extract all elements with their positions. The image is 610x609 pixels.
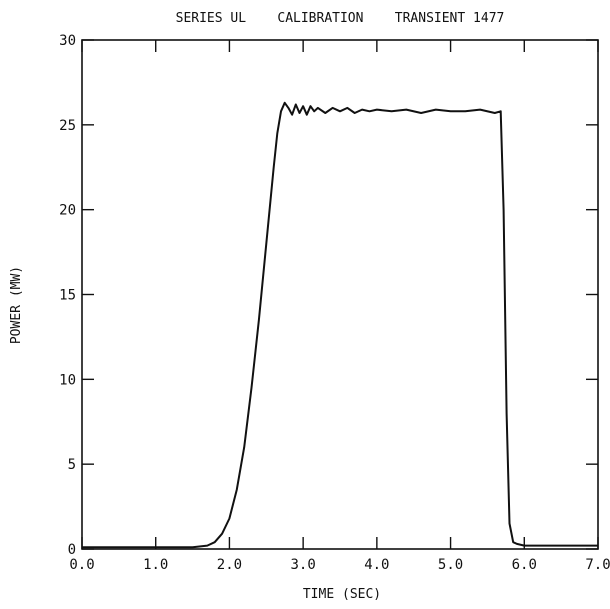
y-tick-label: 30: [59, 33, 76, 49]
y-tick-label: 15: [59, 288, 76, 304]
x-tick-label: 2.0: [217, 557, 242, 573]
chart-title: SERIES UL CALIBRATION TRANSIENT 1477: [176, 11, 505, 26]
x-tick-label: 7.0: [585, 557, 610, 573]
x-tick-label: 0.0: [69, 557, 94, 573]
plot-area: 0.0 1.0 2.0 3.0 4.0 5.0 6.0 7.0 0 5 10 15 20 25 30: [59, 33, 610, 573]
x-tick-label: 3.0: [290, 557, 315, 573]
power-series-line: [82, 101, 598, 549]
x-tick-label: 5.0: [438, 557, 463, 573]
y-tick-label: 20: [59, 203, 76, 219]
y-tick-label: 5: [68, 457, 76, 473]
y-tick-label: 25: [59, 118, 76, 134]
x-tick-label: 1.0: [143, 557, 168, 573]
plot-frame: [81, 39, 599, 550]
y-tick-label: 10: [59, 372, 76, 388]
x-axis-label: TIME (SEC): [303, 587, 381, 602]
x-tick-label: 6.0: [512, 557, 537, 573]
x-tick-label: 4.0: [364, 557, 389, 573]
y-axis-label: POWER (MW): [9, 266, 24, 344]
y-tick-label: 0: [68, 542, 76, 558]
